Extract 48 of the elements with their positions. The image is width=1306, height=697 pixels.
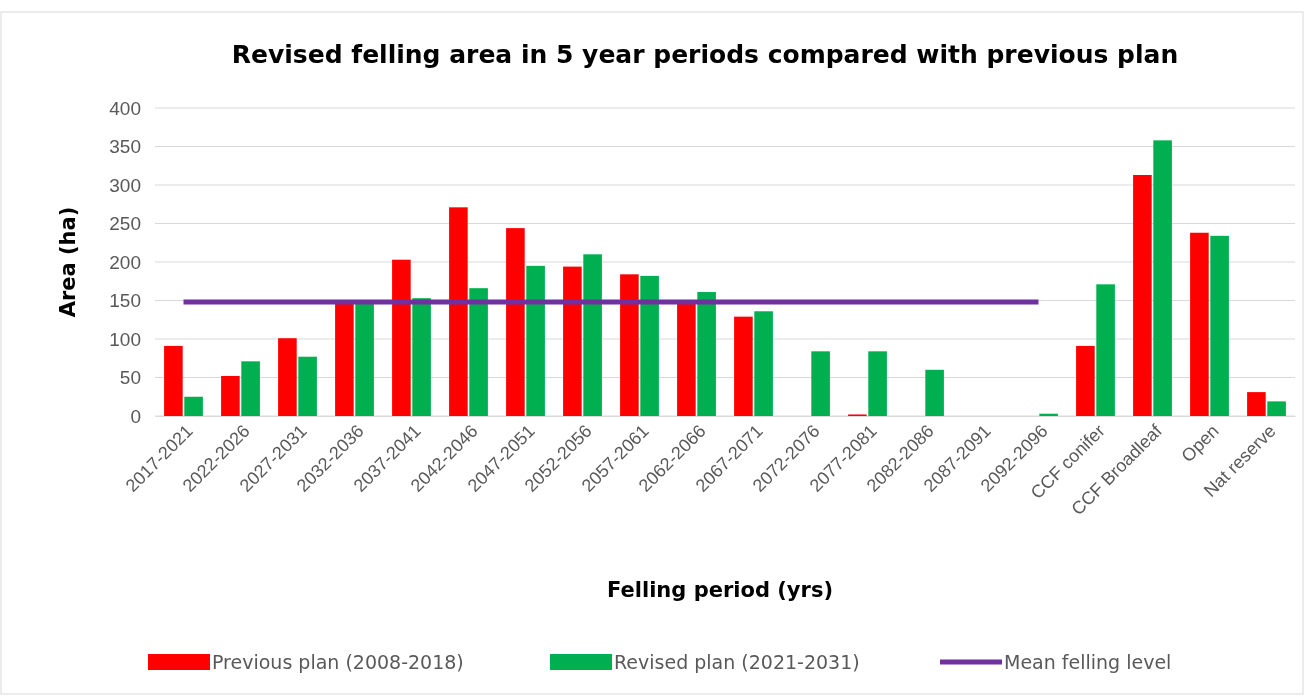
y-tick-label: 200 bbox=[109, 251, 141, 273]
bar bbox=[925, 369, 944, 416]
bar bbox=[1267, 401, 1286, 416]
bar bbox=[469, 288, 488, 416]
bar bbox=[164, 345, 183, 416]
legend-label: Mean felling level bbox=[1004, 651, 1172, 673]
bar bbox=[1076, 345, 1095, 416]
bar bbox=[526, 265, 545, 416]
bar bbox=[677, 303, 696, 416]
bar bbox=[449, 207, 468, 416]
bar bbox=[1153, 140, 1172, 416]
bar bbox=[697, 292, 716, 416]
bar bbox=[1210, 235, 1229, 416]
bar bbox=[241, 361, 260, 416]
y-axis-title: Area (ha) bbox=[56, 206, 80, 318]
bar bbox=[221, 375, 240, 416]
bar bbox=[392, 259, 411, 416]
bar bbox=[506, 228, 525, 416]
bar bbox=[278, 338, 297, 416]
bar bbox=[335, 303, 354, 416]
bar bbox=[868, 351, 887, 416]
legend-label: Previous plan (2008-2018) bbox=[212, 651, 464, 673]
y-tick-label: 350 bbox=[109, 136, 141, 158]
y-tick-label: 100 bbox=[109, 328, 141, 350]
y-tick-label: 400 bbox=[109, 97, 141, 119]
bar bbox=[184, 396, 203, 416]
bar bbox=[754, 311, 773, 416]
x-axis-title: Felling period (yrs) bbox=[607, 578, 833, 602]
bar bbox=[298, 356, 317, 416]
chart-title: Revised felling area in 5 year periods compared with previous plan bbox=[231, 40, 1179, 69]
legend-label: Revised plan (2021-2031) bbox=[614, 651, 860, 673]
bar bbox=[811, 351, 830, 416]
y-tick-label: 50 bbox=[119, 367, 141, 389]
y-tick-label: 0 bbox=[130, 405, 141, 427]
y-tick-label: 150 bbox=[109, 290, 141, 312]
bar bbox=[355, 303, 374, 416]
bar bbox=[1247, 392, 1266, 416]
bar bbox=[1133, 174, 1152, 416]
bar bbox=[563, 266, 582, 416]
bar bbox=[640, 275, 659, 416]
bar bbox=[583, 254, 602, 416]
bar bbox=[620, 274, 639, 416]
bar bbox=[412, 298, 431, 416]
y-tick-label: 250 bbox=[109, 213, 141, 235]
bar bbox=[1190, 232, 1209, 416]
y-tick-label: 300 bbox=[109, 174, 141, 196]
bar bbox=[1096, 284, 1115, 416]
bar bbox=[734, 316, 753, 416]
